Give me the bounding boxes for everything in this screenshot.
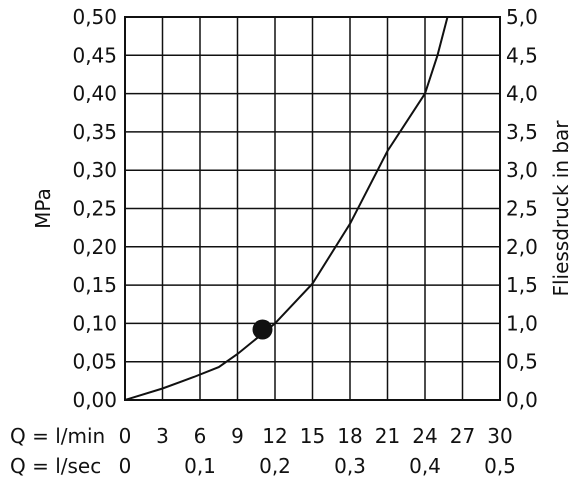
x-primary-tick-label: 0 (119, 424, 132, 448)
x-primary-tick-label: 27 (450, 424, 475, 448)
x-secondary-tick-label: 0,4 (409, 454, 441, 478)
y-right-tick-label: 2,5 (506, 197, 538, 221)
y-left-tick-label: 0,30 (72, 158, 117, 182)
x-primary-tick-label: 6 (194, 424, 207, 448)
y-left-tick-label: 0,35 (72, 120, 117, 144)
y-right-tick-label: 3,5 (506, 120, 538, 144)
y-left-tick-label: 0,00 (72, 388, 117, 412)
y-right-tick-label: 4,0 (506, 82, 538, 106)
y-left-axis-title: MPa (31, 188, 55, 229)
y-right-tick-label: 0,0 (506, 388, 538, 412)
y-left-tick-label: 0,15 (72, 273, 117, 297)
y-right-tick-label: 5,0 (506, 5, 538, 29)
x-primary-tick-label: 18 (337, 424, 362, 448)
x-secondary-tick-label: 0 (119, 454, 132, 478)
x-secondary-tick-label: 0,5 (484, 454, 516, 478)
y-left-tick-label: 0,45 (72, 43, 117, 67)
tick-labels: 0,000,050,100,150,200,250,300,350,400,45… (72, 5, 537, 478)
x-primary-axis-label: Q = l/min (10, 424, 105, 448)
y-right-tick-label: 1,0 (506, 311, 538, 335)
x-secondary-tick-label: 0,3 (334, 454, 366, 478)
x-primary-tick-label: 21 (375, 424, 400, 448)
x-secondary-tick-label: 0,1 (184, 454, 216, 478)
y-left-tick-label: 0,25 (72, 197, 117, 221)
y-left-tick-label: 0,05 (72, 350, 117, 374)
x-primary-tick-label: 30 (487, 424, 512, 448)
x-primary-tick-label: 9 (231, 424, 244, 448)
x-primary-tick-label: 15 (300, 424, 325, 448)
y-right-tick-label: 1,5 (506, 273, 538, 297)
x-secondary-axis-label: Q = l/sec (10, 454, 101, 478)
x-primary-tick-label: 12 (262, 424, 287, 448)
grid (125, 17, 500, 400)
operating-point-marker (252, 319, 273, 340)
y-right-tick-label: 2,0 (506, 235, 538, 259)
y-right-tick-label: 0,5 (506, 350, 538, 374)
x-primary-tick-label: 3 (156, 424, 169, 448)
plot-frame (124, 16, 501, 401)
x-secondary-tick-label: 0,2 (259, 454, 291, 478)
y-left-tick-label: 0,10 (72, 311, 117, 335)
y-right-tick-label: 4,5 (506, 43, 538, 67)
y-right-axis-title: Fliessdruck in bar (549, 120, 573, 297)
y-left-tick-label: 0,20 (72, 235, 117, 259)
y-left-tick-label: 0,40 (72, 82, 117, 106)
x-primary-tick-label: 24 (412, 424, 437, 448)
y-right-tick-label: 3,0 (506, 158, 538, 182)
flow-curve (124, 16, 449, 401)
y-left-tick-label: 0,50 (72, 5, 117, 29)
